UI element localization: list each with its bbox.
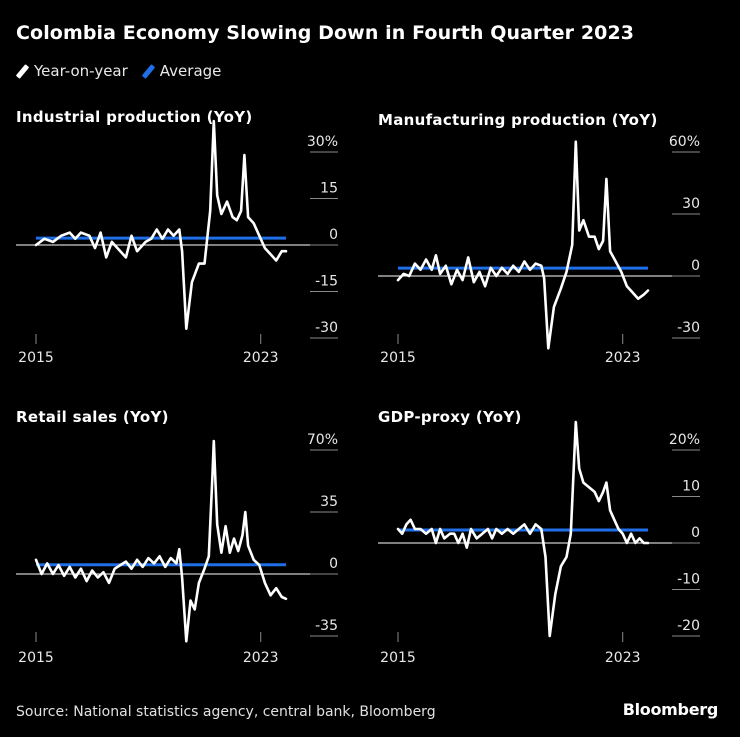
legend: Year-on-year Average: [15, 62, 235, 80]
manufacturing-xtick-label-0: 2015: [380, 350, 416, 366]
chart-title: Colombia Economy Slowing Down in Fourth …: [16, 22, 635, 44]
industrial-ytick-label-0: 30%: [307, 134, 338, 150]
industrial-ytick-label-3: -15: [315, 274, 338, 290]
manufacturing-ytick-label-0: 60%: [669, 134, 700, 150]
manufacturing-xtick-label-1: 2023: [605, 350, 641, 366]
manufacturing-ytick-label-3: -30: [677, 320, 700, 336]
manufacturing-yoy-line: [396, 140, 650, 350]
gdp-xtick-label-0: 2015: [380, 650, 416, 666]
bloomberg-logo: Bloomberg: [622, 700, 719, 719]
retail-ytick-label-2: 0: [329, 556, 338, 572]
gdp-ytick-label-4: -20: [677, 618, 700, 634]
retail-ytick-label-3: -35: [315, 618, 338, 634]
gdp-ytick-label-0: 20%: [669, 432, 700, 448]
industrial-yoy-line: [34, 119, 288, 331]
retail-ytick-label-0: 70%: [307, 432, 338, 448]
panel-title-manufacturing: Manufacturing production (YoY): [378, 111, 658, 129]
retail-xtick-label-1: 2023: [243, 650, 279, 666]
manufacturing-ytick-label-1: 30: [682, 196, 700, 212]
source-note: Source: National statistics agency, cent…: [16, 704, 436, 720]
retail-yoy-line: [34, 439, 288, 643]
gdp-ytick-label-2: 0: [691, 525, 700, 541]
gdp-ytick-label-3: -10: [677, 572, 700, 588]
industrial-xtick-label-1: 2023: [243, 350, 279, 366]
gdp-xtick-label-1: 2023: [605, 650, 641, 666]
industrial-ytick-label-2: 0: [329, 227, 338, 243]
industrial-ytick-label-1: 15: [320, 181, 338, 197]
gdp-yoy-line: [396, 420, 650, 638]
retail-ytick-label-1: 35: [320, 494, 338, 510]
manufacturing-ytick-label-2: 0: [691, 258, 700, 274]
retail-xtick-label-0: 2015: [18, 650, 54, 666]
gdp-ytick-label-1: 10: [682, 479, 700, 495]
panel-title-retail: Retail sales (YoY): [16, 408, 169, 426]
legend-item-average: Average: [141, 62, 222, 80]
industrial-ytick-label-4: -30: [315, 320, 338, 336]
panel-title-gdp: GDP-proxy (YoY): [378, 408, 522, 426]
legend-item-yoy: Year-on-year: [15, 62, 128, 80]
panel-title-industrial: Industrial production (YoY): [16, 108, 253, 126]
industrial-xtick-label-0: 2015: [18, 350, 54, 366]
legend-label-average: Average: [159, 62, 222, 80]
legend-label-yoy: Year-on-year: [34, 62, 128, 80]
